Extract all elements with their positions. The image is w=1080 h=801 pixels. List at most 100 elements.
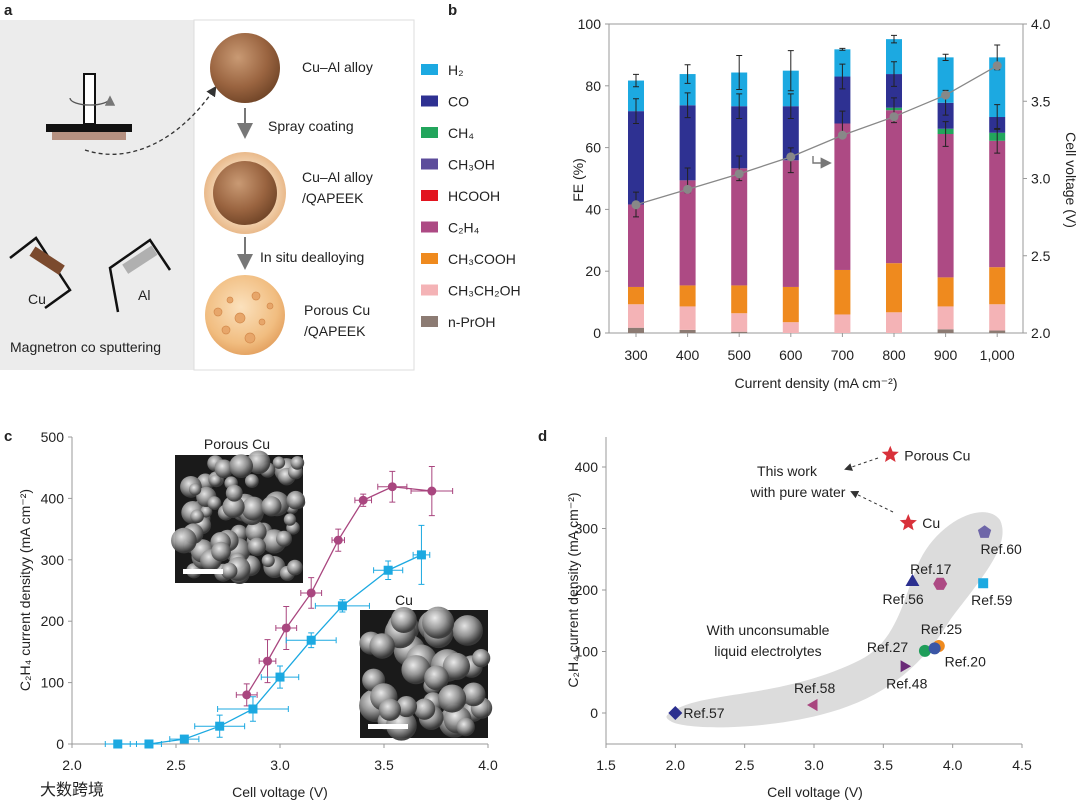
error-bar	[839, 63, 846, 90]
x-tick-label: 800	[882, 347, 906, 363]
panel-letter-a: a	[4, 2, 13, 19]
legend-swatch	[421, 158, 438, 170]
pore-icon	[244, 332, 256, 344]
error-bar	[891, 34, 897, 44]
al-target-label: Al	[138, 287, 150, 303]
panel-d-chart: 0 100 200 300 400 1.5 2.0 2.5 3.0 3.5 4.0 4.5 Cell v…	[565, 437, 1032, 800]
panel-letter-b: b	[448, 2, 457, 19]
x-tick-label: 700	[831, 347, 855, 363]
sem-grain	[452, 615, 483, 646]
legend-label: HCOOH	[448, 188, 500, 204]
annotation: with pure water	[750, 484, 846, 500]
bar-segment	[834, 76, 851, 124]
error-bar	[839, 47, 846, 51]
point-label: Ref.48	[886, 675, 927, 691]
y-tick-label: 0	[56, 736, 64, 752]
bar-segment	[679, 329, 696, 333]
y-axis-label: C₂H₄ current densityy (mA cm⁻²)	[17, 489, 33, 691]
data-point	[275, 672, 285, 682]
sem-grain	[171, 527, 197, 554]
y-tick-label: 300	[41, 552, 65, 568]
pore-icon	[266, 302, 274, 310]
voltage-point	[889, 112, 899, 122]
sem-grain	[461, 682, 486, 707]
x-tick-label: 2.5	[735, 757, 755, 773]
x-tick-label: 3.0	[804, 757, 824, 773]
triangle-marker-icon	[905, 574, 920, 586]
bar-segment	[886, 74, 902, 108]
al-target-housing-icon	[108, 238, 172, 313]
sem-grain	[207, 496, 222, 510]
rotation-arrow-icon	[69, 95, 116, 106]
x-tick-label: 500	[728, 347, 752, 363]
point-label: Ref.27	[867, 639, 908, 655]
legend-label: n-PrOH	[448, 314, 495, 330]
data-point	[248, 704, 258, 714]
panel-b-chart: H₂ CO CH₄ CH₃OH HCOOH C₂H₄ CH₃COOH CH₃CH₂OH n-Pr…	[421, 16, 1079, 391]
point-label: Ref.56	[882, 591, 923, 607]
bar-segment	[731, 106, 748, 169]
legend-item: CH₃COOH	[421, 251, 516, 267]
bar-segment	[937, 57, 954, 103]
diamond-marker-icon	[668, 706, 683, 720]
legend-label: C₂H₄	[448, 220, 480, 236]
square-marker-icon	[978, 578, 989, 589]
arrow-label: In situ dealloying	[260, 249, 364, 265]
bar-segment	[989, 140, 1006, 268]
annotation: With unconsumable	[707, 622, 830, 638]
pentagon-marker-icon	[977, 525, 992, 538]
sem-grain	[220, 562, 238, 580]
hexagon-marker-icon	[933, 577, 948, 590]
panel-letter-d: d	[538, 428, 547, 445]
point-label: Ref.57	[683, 705, 724, 721]
error-bar	[736, 55, 743, 91]
y-tick-label: 40	[585, 201, 601, 217]
bar-segment	[989, 330, 1006, 333]
data-point	[383, 565, 393, 575]
annotation-arrow	[844, 457, 879, 471]
data-point	[215, 721, 225, 731]
bar-segment	[628, 286, 644, 305]
substrate-holder-icon	[46, 124, 132, 132]
sem-grain	[244, 474, 259, 488]
data-point	[144, 739, 154, 749]
bar-segment	[886, 312, 902, 333]
right-axis-arrow-icon	[812, 156, 832, 169]
bar-segment	[937, 134, 954, 278]
triangle-marker-icon	[807, 698, 818, 712]
pore-icon	[213, 307, 223, 317]
legend-swatch	[421, 190, 438, 201]
cu-al-alloy-sphere-icon	[210, 33, 280, 103]
sem-grain	[472, 649, 491, 668]
step-label: /QAPEEK	[302, 190, 364, 206]
legend-item: C₂H₄	[421, 220, 480, 236]
al-target-icon	[122, 245, 158, 274]
bar-segment	[886, 110, 902, 264]
bar-segment	[679, 306, 696, 330]
data-point	[179, 734, 189, 744]
legend-label: CH₃COOH	[448, 251, 516, 267]
panel-a-schematic: Cu Al Magnetron co sputtering Cu–Al alloy Sp…	[0, 19, 415, 371]
sem-grain	[209, 474, 222, 487]
sem-grain	[283, 513, 297, 526]
legend-item: HCOOH	[421, 188, 500, 204]
pore-icon	[234, 312, 246, 324]
star-marker-icon	[899, 514, 917, 531]
y-tick-label: 80	[585, 78, 601, 94]
annotation-arrow	[850, 491, 894, 513]
step-label: /QAPEEK	[304, 323, 366, 339]
x-tick-label: 2.0	[62, 757, 82, 773]
x-tick-label: 3.5	[874, 757, 894, 773]
point-label: Ref.17	[910, 561, 951, 577]
bar-segment	[834, 269, 851, 315]
data-point	[306, 635, 316, 645]
sputter-background	[0, 20, 195, 370]
legend-label: CH₄	[448, 125, 474, 141]
point-label: Ref.25	[921, 621, 962, 637]
voltage-point	[941, 90, 951, 100]
sem-grain	[211, 541, 231, 562]
legend-item: CO	[421, 94, 469, 110]
data-point	[333, 535, 343, 545]
bar-segment	[886, 39, 902, 75]
liquid-electrolyte-region	[666, 512, 1003, 728]
